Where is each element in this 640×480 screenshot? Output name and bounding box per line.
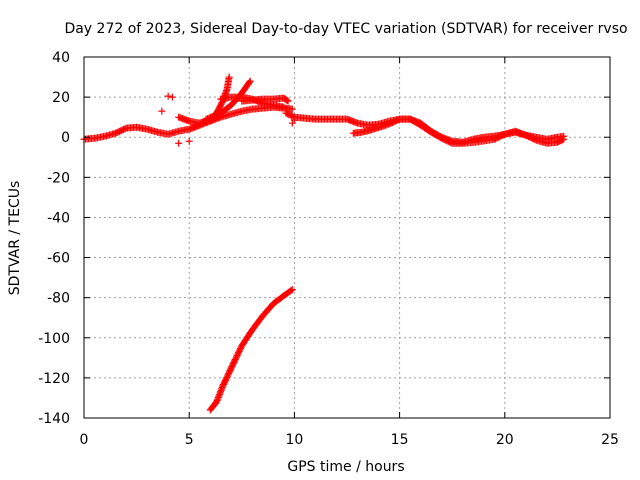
y-tick-label: -40 [47, 210, 70, 226]
series-track [238, 94, 292, 105]
x-tick-label: 0 [80, 432, 89, 448]
y-tick-label: -80 [47, 291, 70, 307]
data-point-marker [245, 78, 253, 86]
data-point-marker [208, 113, 216, 121]
data-point-marker [209, 112, 217, 120]
data-point-marker [164, 92, 172, 100]
plot-frame [83, 56, 611, 419]
y-tick-label: -20 [47, 170, 70, 186]
data-point-marker [558, 136, 566, 144]
data-markers [80, 73, 568, 414]
data-point-marker [284, 97, 292, 105]
data-point-marker [205, 114, 213, 122]
x-tick-label: 10 [285, 432, 303, 448]
x-axis-title: GPS time / hours [287, 459, 404, 475]
data-point-marker [168, 93, 176, 101]
data-point-marker [185, 137, 193, 145]
series-track [206, 286, 296, 414]
x-tick-label: 25 [601, 432, 619, 448]
data-point-marker [202, 115, 210, 123]
series-track [158, 92, 298, 147]
x-tick-label: 5 [185, 432, 194, 448]
series-track [349, 115, 568, 147]
data-point-marker [283, 96, 291, 104]
data-point-marker [204, 115, 212, 123]
data-point-marker [225, 73, 233, 81]
data-point-marker [158, 107, 166, 115]
y-axis-title: SDTVAR / TECUs [7, 181, 23, 296]
x-tick-label: 20 [496, 432, 514, 448]
chart-title: Day 272 of 2023, Sidereal Day-to-day VTE… [64, 21, 627, 37]
data-point-marker [280, 103, 288, 111]
y-tick-label: 40 [52, 50, 70, 66]
data-point-marker [175, 139, 183, 147]
data-point-marker [211, 112, 219, 120]
y-tick-label: 20 [52, 90, 70, 106]
data-point-marker [288, 286, 296, 294]
data-point-marker [290, 116, 298, 124]
y-tick-label: -140 [38, 411, 70, 427]
y-tick-label: -100 [38, 331, 70, 347]
y-axis-ticks: 40 20 0 -20 -40 -60 -80 -100 -120 -140 [38, 50, 610, 427]
data-point-marker [212, 111, 220, 119]
y-tick-label: 0 [61, 130, 70, 146]
x-axis-ticks: 0 5 10 15 20 25 [80, 57, 619, 448]
data-point-marker [288, 105, 296, 113]
y-tick-label: -120 [38, 371, 70, 387]
data-point-marker [246, 77, 254, 85]
data-point-marker [214, 110, 222, 118]
y-tick-label: -60 [47, 251, 70, 267]
x-tick-label: 15 [391, 432, 409, 448]
data-point-marker [287, 287, 295, 295]
data-point-marker [206, 113, 214, 121]
data-point-marker [560, 135, 568, 143]
